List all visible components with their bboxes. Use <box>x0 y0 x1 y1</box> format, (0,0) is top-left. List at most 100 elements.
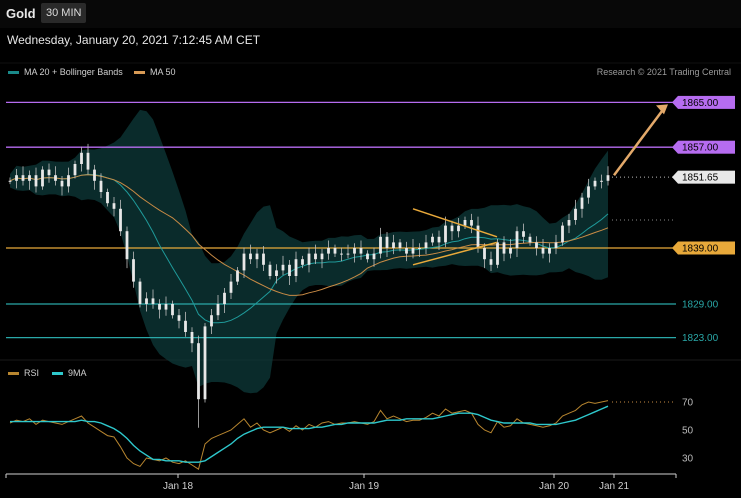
candle-body <box>496 242 499 265</box>
level-tag-pointer <box>672 140 678 154</box>
candle-body <box>301 259 304 265</box>
candle-body <box>60 180 64 187</box>
candle-body <box>203 326 207 400</box>
candle-body <box>125 231 129 260</box>
rsi-axis-tick: 30 <box>682 454 694 465</box>
candle-body <box>99 180 103 192</box>
time-axis-label: Jan 20 <box>539 481 569 492</box>
candle-body <box>450 225 454 232</box>
candle-body <box>268 264 272 276</box>
candle-body <box>47 169 51 176</box>
rsi-axis-tick: 70 <box>682 398 694 409</box>
triangle-lower-line <box>412 241 498 266</box>
candle-body <box>353 248 356 254</box>
projection-arrow-head <box>656 104 668 115</box>
candle-body <box>600 180 603 182</box>
legend-ma50-label: MA 50 <box>150 67 176 77</box>
candle-body <box>216 304 220 316</box>
candle-body <box>405 248 408 254</box>
candle-body <box>366 253 369 260</box>
candle-body <box>262 253 265 265</box>
candle-body <box>502 242 506 254</box>
symbol-title: Gold <box>6 6 36 21</box>
legend-ma50-swatch <box>134 70 145 74</box>
candle-body <box>184 320 187 332</box>
legend-9ma: 9MA <box>52 368 87 378</box>
candle-body <box>392 242 395 248</box>
time-axis-label: Jan 19 <box>349 481 379 492</box>
rsi-axis-tick: 50 <box>682 426 694 437</box>
candle-body <box>8 180 12 182</box>
legend-ma20-label: MA 20 + Bollinger Bands <box>24 67 123 77</box>
timeframe-badge[interactable]: 30 MIN <box>41 3 87 23</box>
candle-body <box>138 281 142 304</box>
candle-body <box>418 248 421 249</box>
candle-body <box>73 164 77 176</box>
candle-body <box>346 253 350 255</box>
candle-body <box>528 236 532 243</box>
candle-body <box>593 180 597 187</box>
legend-ma20: MA 20 + Bollinger Bands <box>8 67 123 77</box>
candle-body <box>307 253 311 265</box>
candle-body <box>190 332 194 344</box>
candle-body <box>515 231 519 248</box>
candle-body <box>177 315 181 321</box>
legend-ma50: MA 50 <box>134 67 176 77</box>
candle-body <box>580 197 584 209</box>
date-time: Wednesday, January 20, 2021 7:12:45 AM C… <box>7 33 261 47</box>
legend-rsi-swatch <box>8 371 19 375</box>
candle-body <box>106 192 109 204</box>
candle-body <box>229 281 233 293</box>
candle-body <box>275 270 278 276</box>
header-bar <box>0 0 741 28</box>
candle-body <box>242 253 246 271</box>
level-tag-pointer <box>672 95 678 109</box>
level-label-support: 1829.00 <box>682 300 719 311</box>
legend-ma20-swatch <box>8 70 19 74</box>
candle-body <box>132 259 135 282</box>
candle-body <box>294 259 298 276</box>
candle-body <box>359 248 363 254</box>
candle-body <box>424 242 428 248</box>
candle-body <box>112 203 116 209</box>
candle-body <box>236 270 239 282</box>
candle-body <box>93 169 96 181</box>
projection-arrow-shaft <box>612 107 666 176</box>
time-axis-label: Jan 21 <box>599 481 629 492</box>
candle-body <box>457 225 460 232</box>
candle-body <box>437 236 441 243</box>
candle-body <box>171 304 174 316</box>
candle-body <box>164 304 168 310</box>
candle-body <box>158 304 161 310</box>
candle-body <box>255 253 259 260</box>
level-label-last: 1851.65 <box>682 173 719 184</box>
candle-body <box>548 248 551 254</box>
time-axis-label: Jan 18 <box>163 481 193 492</box>
candle-body <box>444 225 447 243</box>
candle-body <box>340 253 343 255</box>
candle-body <box>379 236 382 254</box>
candle-body <box>15 175 18 181</box>
candle-body <box>398 242 402 248</box>
legend-9ma-label: 9MA <box>68 368 87 378</box>
candle-body <box>476 225 480 248</box>
rsi-ma9-line <box>10 405 609 463</box>
candle-body <box>54 175 57 181</box>
candle-body <box>567 220 571 226</box>
candle-body <box>554 242 558 248</box>
level-tag-pivot <box>678 241 735 255</box>
candle-body <box>34 175 38 187</box>
level-tag-last <box>678 170 735 184</box>
candle-body <box>431 236 434 243</box>
candle-body <box>470 220 473 226</box>
candle-body <box>541 248 545 254</box>
candle-body <box>119 208 122 232</box>
candle-body <box>223 292 226 304</box>
level-label-resistance: 1865.00 <box>682 98 719 109</box>
candle-body <box>463 220 467 226</box>
candle-body <box>535 242 538 248</box>
level-tag-pointer <box>672 241 678 255</box>
candle-body <box>606 175 610 181</box>
candle-body <box>288 264 291 276</box>
